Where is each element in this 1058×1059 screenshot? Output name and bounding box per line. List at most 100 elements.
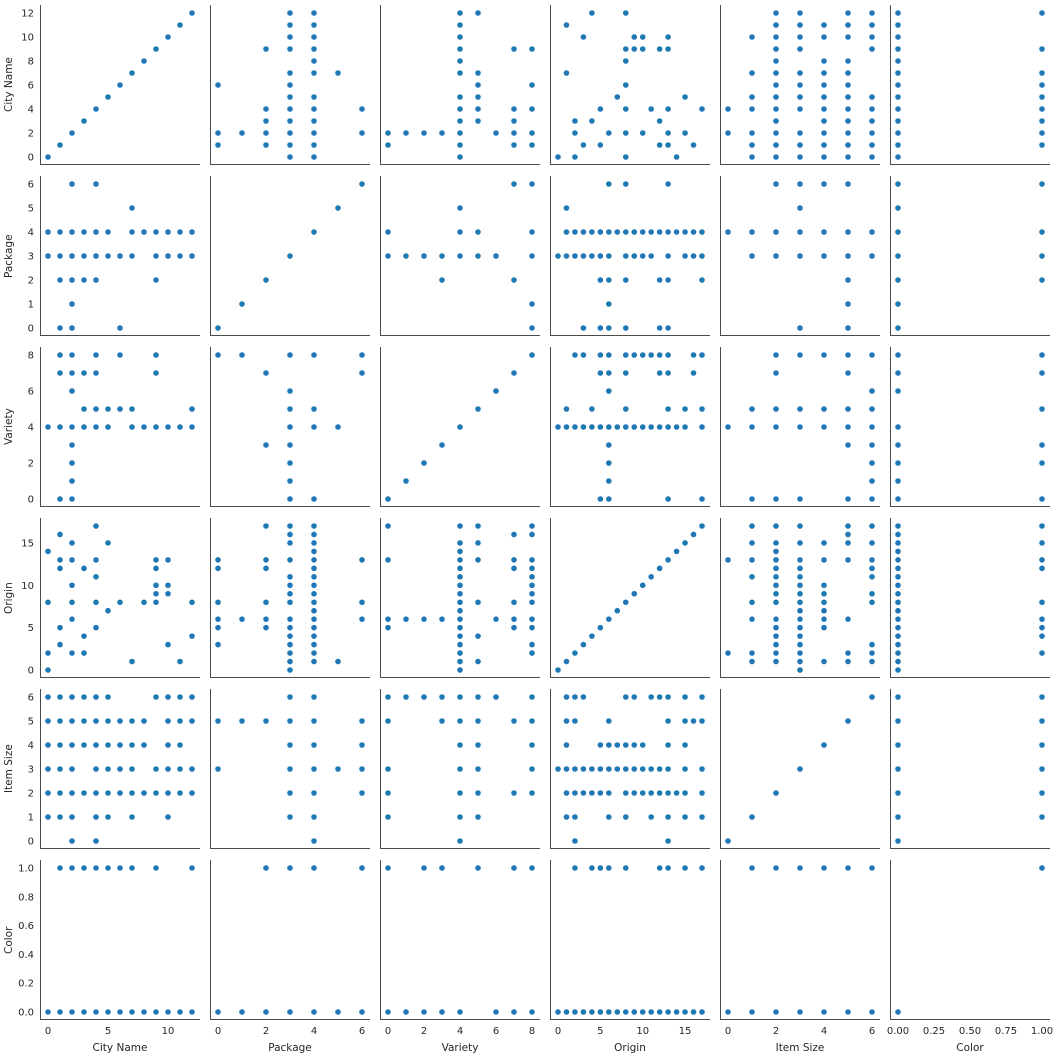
panel-size-vs-city: 0 1 2 3 4 5 6 — [28, 689, 200, 849]
panel-size-vs-color — [890, 689, 1050, 849]
ytick-size: 4 — [28, 741, 34, 752]
panel-size-vs-origin — [550, 689, 710, 849]
xtick-variety: 6 — [493, 1026, 499, 1037]
ytick-size: 0 — [28, 837, 34, 848]
ytick-package: 0 — [28, 324, 34, 335]
xtick-color: 0.25 — [923, 1026, 945, 1037]
x-axis-title-variety: Variety — [441, 1042, 479, 1054]
ytick-color: 1.0 — [18, 864, 34, 875]
panel-size-vs-size — [720, 689, 880, 849]
ytick-color: 0.4 — [18, 950, 34, 961]
xtick-color: 1.00 — [1031, 1026, 1053, 1037]
panel-color-vs-city: 0.0 0.2 0.4 0.6 0.8 1.0 0 5 10 — [18, 860, 200, 1037]
ytick-package: 5 — [28, 204, 34, 215]
ytick-origin: 0 — [28, 666, 34, 677]
panel-variety-vs-variety — [380, 347, 540, 507]
y-axis-title-color: Color — [3, 926, 15, 954]
panel-city-vs-color — [890, 5, 1050, 165]
ytick-package: 3 — [28, 252, 34, 263]
ytick-origin: 5 — [28, 623, 34, 634]
panel-city-vs-origin — [550, 5, 710, 165]
panel-color-vs-color: 0.00 0.25 0.50 0.75 1.00 — [887, 860, 1053, 1037]
panel-origin-vs-origin — [550, 518, 710, 678]
ytick-size: 5 — [28, 717, 34, 728]
panel-city-vs-size — [720, 5, 880, 165]
xtick-color: 0.50 — [959, 1026, 981, 1037]
xtick-city: 10 — [162, 1026, 175, 1037]
xtick-variety: 8 — [529, 1026, 535, 1037]
x-axis-title-size: Item Size — [775, 1042, 825, 1054]
ytick-city: 12 — [21, 9, 34, 20]
y-axis-title-size: Item Size — [3, 744, 15, 794]
ytick-size: 6 — [28, 693, 34, 704]
ytick-origin: 10 — [21, 581, 34, 592]
x-axis-title-package: Package — [268, 1042, 312, 1054]
panel-city-vs-city: 0 2 4 6 8 10 12 — [21, 5, 200, 165]
panel-origin-vs-package — [210, 518, 370, 678]
panel-color-vs-variety: 0 2 4 6 8 — [380, 860, 540, 1037]
panel-package-vs-city: 0 1 2 3 4 5 6 — [28, 176, 200, 336]
panel-variety-vs-origin — [550, 347, 710, 507]
ytick-color: 0.0 — [18, 1008, 34, 1019]
y-axis-title-package: Package — [3, 234, 15, 278]
ytick-package: 2 — [28, 276, 34, 287]
panel-package-vs-variety — [380, 176, 540, 336]
ytick-city: 0 — [28, 153, 34, 164]
xtick-city: 0 — [45, 1026, 51, 1037]
ytick-color: 0.8 — [18, 892, 34, 903]
xtick-origin: 15 — [679, 1026, 692, 1037]
xtick-color: 0.00 — [887, 1026, 909, 1037]
x-axis-title-origin: Origin — [614, 1042, 646, 1054]
ytick-variety: 2 — [28, 459, 34, 470]
panel-variety-vs-size — [720, 347, 880, 507]
xtick-variety: 2 — [421, 1026, 427, 1037]
xtick-variety: 4 — [457, 1026, 463, 1037]
xtick-origin: 5 — [597, 1026, 603, 1037]
panel-package-vs-package — [210, 176, 370, 336]
xtick-variety: 0 — [385, 1026, 391, 1037]
ytick-package: 4 — [28, 228, 34, 239]
ytick-size: 2 — [28, 789, 34, 800]
x-axis-title-city: City Name — [92, 1042, 148, 1054]
xtick-package: 0 — [215, 1026, 221, 1037]
panel-origin-vs-city: 0 5 10 15 — [21, 518, 200, 678]
panel-origin-vs-size — [720, 518, 880, 678]
ytick-size: 3 — [28, 765, 34, 776]
xtick-size: 4 — [821, 1026, 827, 1037]
ytick-variety: 4 — [28, 423, 34, 434]
ytick-city: 6 — [28, 81, 34, 92]
panel-size-vs-package — [210, 689, 370, 849]
panel-package-vs-size — [720, 176, 880, 336]
panel-origin-vs-variety — [380, 518, 540, 678]
xtick-color: 0.75 — [995, 1026, 1017, 1037]
x-axis-title-color: Color — [956, 1042, 984, 1054]
panel-package-vs-origin — [550, 176, 710, 336]
ytick-package: 1 — [28, 300, 34, 311]
xtick-size: 0 — [725, 1026, 731, 1037]
xtick-size: 2 — [773, 1026, 779, 1037]
panel-color-vs-origin: 0 5 10 15 — [550, 860, 710, 1037]
panel-color-vs-size: 0 2 4 6 — [720, 860, 880, 1037]
y-axis-title-city: City Name — [3, 57, 15, 113]
xtick-origin: 0 — [555, 1026, 561, 1037]
ytick-city: 2 — [28, 129, 34, 140]
ytick-color: 0.2 — [18, 979, 34, 990]
ytick-variety: 8 — [28, 351, 34, 362]
ytick-variety: 6 — [28, 387, 34, 398]
panel-package-vs-color — [890, 176, 1050, 336]
ytick-package: 6 — [28, 180, 34, 191]
panel-origin-vs-color — [890, 518, 1050, 678]
ytick-city: 8 — [28, 57, 34, 68]
ytick-size: 1 — [28, 813, 34, 824]
ytick-city: 4 — [28, 105, 34, 116]
xtick-package: 2 — [263, 1026, 269, 1037]
xtick-origin: 10 — [636, 1026, 649, 1037]
ytick-origin: 15 — [21, 538, 34, 549]
y-axis-title-variety: Variety — [3, 408, 15, 446]
xtick-size: 6 — [869, 1026, 875, 1037]
ytick-variety: 0 — [28, 495, 34, 506]
panel-variety-vs-city: 0 2 4 6 8 — [28, 347, 200, 507]
ytick-city: 10 — [21, 33, 34, 44]
xtick-package: 6 — [359, 1026, 365, 1037]
